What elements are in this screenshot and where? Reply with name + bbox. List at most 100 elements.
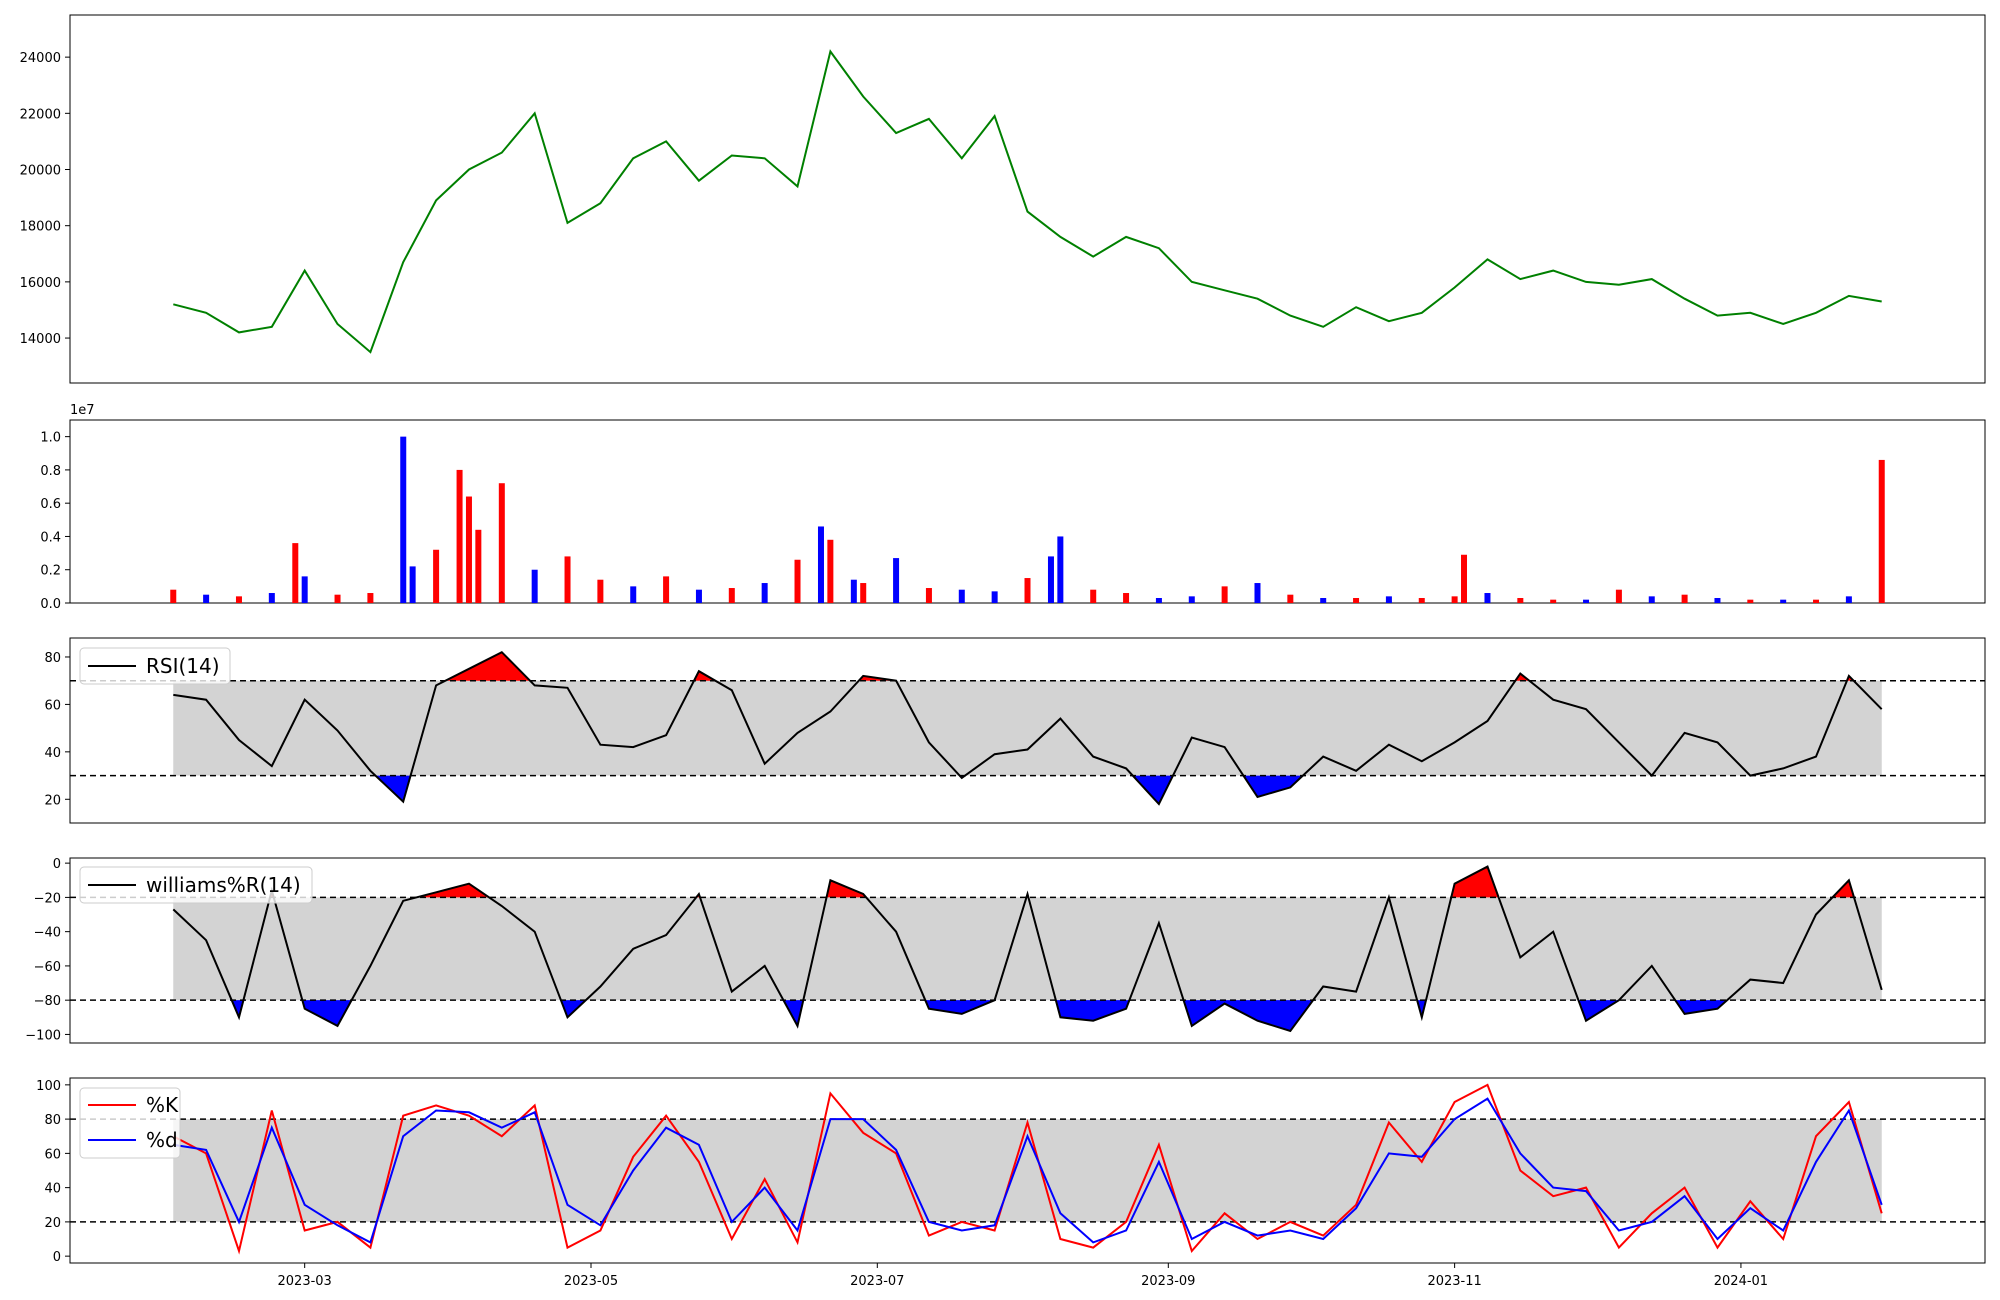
volume-bar xyxy=(1583,599,1590,603)
volume-bar xyxy=(465,496,472,603)
volume-bar xyxy=(1780,599,1787,603)
volume-bar xyxy=(991,591,998,603)
volume-bar xyxy=(860,583,867,603)
stochastic-ytick-label: 20 xyxy=(44,1216,61,1231)
volume-bar xyxy=(1188,596,1195,603)
volume-bar xyxy=(1845,596,1852,603)
volume-bar xyxy=(1090,589,1097,603)
volume-ytick-label: 0.8 xyxy=(40,464,61,479)
williams-legend: williams%R(14) xyxy=(79,866,313,904)
rsi-legend: RSI(14) xyxy=(79,647,231,685)
volume-bar xyxy=(958,589,965,603)
volume-ytick-label: 0.0 xyxy=(40,597,61,612)
volume-bar xyxy=(1385,596,1392,603)
volume-bar xyxy=(1681,594,1688,603)
price-ytick-label: 14000 xyxy=(20,332,61,347)
stochastic-ytick-label: 80 xyxy=(44,1113,61,1128)
volume-bar xyxy=(203,594,210,603)
volume-bar xyxy=(1714,598,1721,603)
volume-bar xyxy=(728,588,735,603)
volume-bar xyxy=(433,549,440,603)
volume-bar xyxy=(1747,599,1754,603)
volume-bar xyxy=(1550,599,1557,603)
volume-bar xyxy=(301,576,308,603)
stochastic-xtick-label: 2023-03 xyxy=(278,1274,332,1289)
price-axes-frame xyxy=(69,14,1986,384)
volume-bar xyxy=(1451,596,1458,603)
k-legend-label: %K xyxy=(146,1093,179,1117)
williams-ytick-label: −40 xyxy=(34,926,61,941)
stochastic-xtick-label: 2024-01 xyxy=(1714,1274,1768,1289)
volume-bar xyxy=(498,483,505,603)
stochastic-ytick-label: 100 xyxy=(36,1079,61,1094)
volume-bar xyxy=(1615,589,1622,603)
volume-panel: 1e7 0.0 0.2 0.4 0.6 0.8 1.0 xyxy=(40,403,1986,612)
volume-bar xyxy=(475,529,482,603)
volume-bar xyxy=(1287,594,1294,603)
stochastic-panel: 0 20 40 60 80 100 2023-03 2023-05 2023-07 2023-09… xyxy=(36,1077,1986,1289)
stochastic-ytick-label: 0 xyxy=(53,1250,61,1265)
price-ytick-label: 18000 xyxy=(20,220,61,235)
stochastic-axes-frame xyxy=(69,1077,1986,1264)
rsi-legend-box xyxy=(79,647,231,685)
volume-bar xyxy=(1057,536,1064,603)
rsi-band xyxy=(173,680,1882,776)
stochastic-ytick-label: 60 xyxy=(44,1147,61,1162)
williams-ytick-label: −100 xyxy=(25,1028,61,1043)
williams-legend-label: williams%R(14) xyxy=(146,873,301,897)
volume-bar xyxy=(630,586,637,603)
volume-bar xyxy=(456,469,463,603)
rsi-ytick-label: 60 xyxy=(44,698,61,713)
volume-bar xyxy=(409,566,416,603)
stochastic-xtick-label: 2023-09 xyxy=(1141,1274,1195,1289)
price-panel: 14000 16000 18000 20000 22000 24000 xyxy=(20,14,1986,384)
stochastic-xtick-label: 2023-11 xyxy=(1427,1274,1481,1289)
volume-bar xyxy=(1155,598,1162,603)
stochastic-xtick-label: 2023-05 xyxy=(564,1274,618,1289)
volume-bar xyxy=(235,596,242,603)
volume-bar xyxy=(1648,596,1655,603)
volume-bar xyxy=(1254,583,1261,603)
stochastic-legend: %K %d xyxy=(79,1087,181,1159)
rsi-axes-frame xyxy=(69,637,1986,824)
williams-band xyxy=(173,897,1882,1001)
volume-bar xyxy=(794,559,801,603)
volume-bar xyxy=(367,593,374,603)
volume-bar xyxy=(170,589,177,603)
volume-bar xyxy=(1878,459,1885,603)
price-ytick-label: 16000 xyxy=(20,276,61,291)
volume-bar xyxy=(893,558,900,603)
volume-bar xyxy=(1418,598,1425,603)
williams-axes-frame xyxy=(69,857,1986,1044)
volume-bar xyxy=(1221,586,1228,603)
volume-bar xyxy=(695,589,702,603)
williams-ytick-label: −20 xyxy=(34,891,61,906)
volume-bar xyxy=(1123,593,1130,603)
williams-overbought-fill xyxy=(270,866,1855,898)
stochastic-series-line-2 xyxy=(173,1097,1883,1244)
volume-ytick-label: 0.2 xyxy=(40,564,61,579)
williams-legend-box xyxy=(79,866,313,904)
volume-bar xyxy=(597,579,604,603)
volume-bar xyxy=(564,556,571,603)
d-legend-label: %d xyxy=(146,1128,178,1152)
rsi-panel: 20 40 60 80 RSI(14) xyxy=(44,637,1986,824)
volume-bar xyxy=(268,593,275,603)
volume-ytick-label: 0.6 xyxy=(40,497,61,512)
williams-series-line-1 xyxy=(172,865,1883,1033)
volume-bar xyxy=(761,583,768,603)
volume-bar xyxy=(925,588,932,603)
rsi-series-line-1 xyxy=(173,650,1883,806)
price-ytick-label: 22000 xyxy=(20,107,61,122)
volume-bar xyxy=(1517,598,1524,603)
volume-bar xyxy=(1813,599,1820,603)
volume-bar xyxy=(817,526,824,603)
stochastic-xtick-label: 2023-07 xyxy=(850,1274,904,1289)
rsi-ytick-label: 40 xyxy=(44,746,61,761)
price-ytick-label: 24000 xyxy=(20,51,61,66)
williams-panel: −100 −80 −60 −40 −20 0 williams%R(14) xyxy=(25,857,1986,1044)
volume-bar xyxy=(1353,598,1360,603)
williams-ytick-label: −60 xyxy=(34,960,61,975)
williams-ytick-label: −80 xyxy=(34,994,61,1009)
